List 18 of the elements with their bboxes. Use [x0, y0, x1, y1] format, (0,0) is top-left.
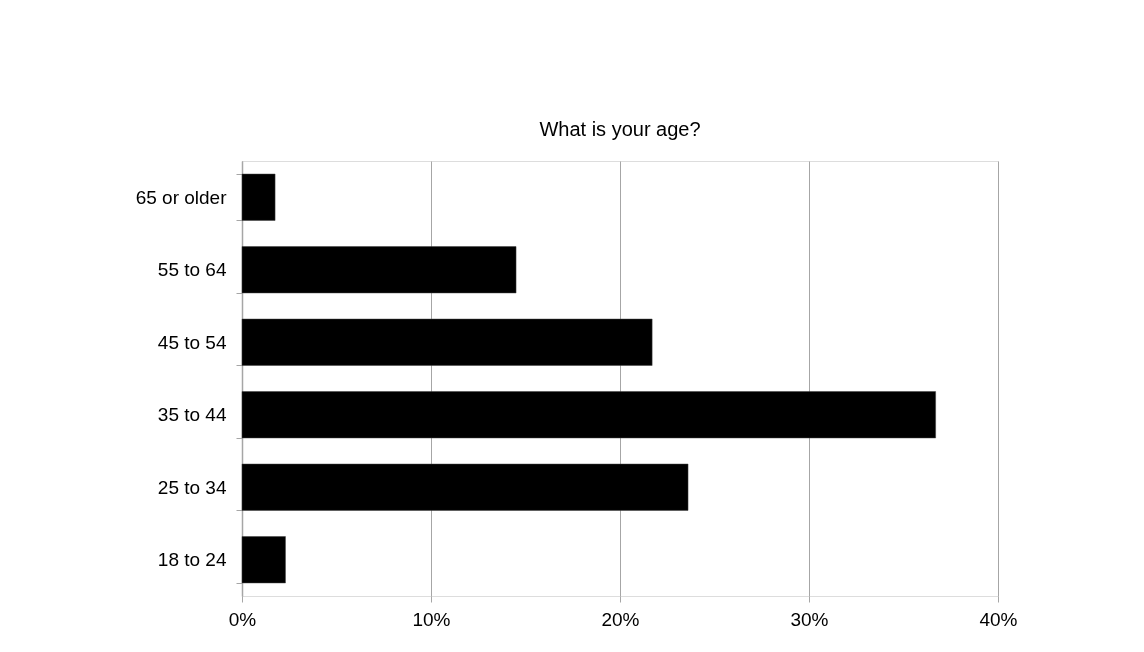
x-tick-label: 0%: [228, 608, 257, 630]
chart-title: What is your age?: [539, 118, 701, 140]
y-tick-label: 18 to 24: [157, 549, 227, 571]
bar: [241, 246, 517, 294]
bar: [241, 173, 276, 221]
x-tick-label: 40%: [979, 608, 1018, 630]
bar: [241, 318, 653, 366]
y-tick-label: 25 to 34: [157, 476, 227, 498]
bar: [241, 536, 286, 584]
bar: [241, 391, 936, 439]
y-tick-label: 35 to 44: [157, 404, 227, 426]
x-tick-label: 10%: [412, 608, 451, 630]
y-tick-label: 65 or older: [135, 186, 228, 208]
x-tick-label: 30%: [790, 608, 829, 630]
bar: [241, 463, 689, 511]
y-tick-label: 55 to 64: [157, 259, 227, 281]
y-tick-label: 45 to 54: [157, 331, 227, 353]
x-tick-label: 20%: [601, 608, 640, 630]
